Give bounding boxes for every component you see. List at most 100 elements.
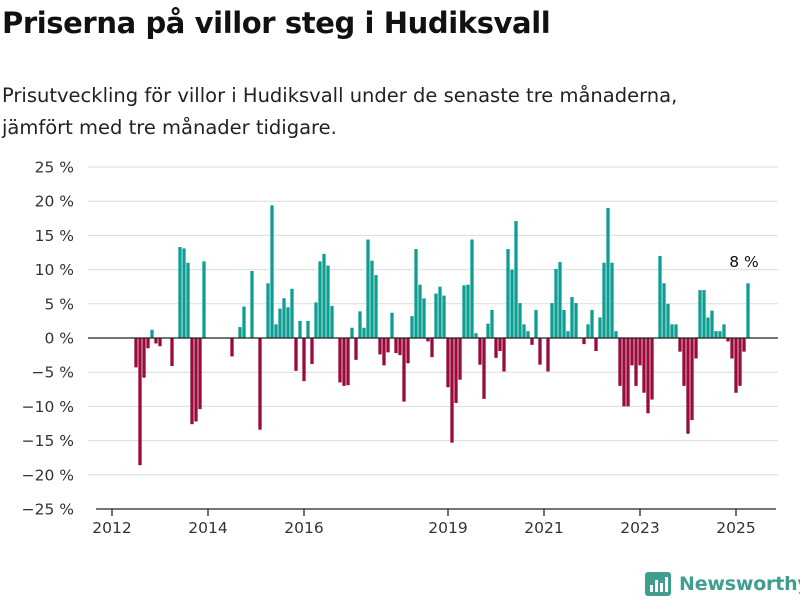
bar: [382, 338, 386, 366]
bar: [290, 288, 294, 338]
bar: [742, 338, 746, 352]
y-tick-label: 0 %: [44, 330, 74, 348]
bar: [402, 338, 406, 402]
bar: [510, 269, 514, 338]
bar: [558, 262, 562, 338]
bar: [370, 260, 374, 338]
bar: [442, 295, 446, 338]
bar: [282, 298, 286, 338]
bar: [546, 338, 550, 372]
bar: [506, 249, 510, 338]
bar: [642, 338, 646, 393]
bar: [270, 205, 274, 338]
bar: [182, 248, 186, 338]
bar: [286, 307, 290, 338]
bar: [306, 320, 310, 338]
bar: [486, 323, 490, 338]
bar: [622, 338, 626, 407]
bar: [322, 253, 326, 338]
bar: [418, 284, 422, 338]
bar: [706, 317, 710, 338]
x-tick-label: 2023: [620, 519, 659, 537]
bar: [614, 331, 618, 338]
bar: [626, 338, 630, 407]
bar: [250, 270, 254, 338]
bar: [474, 333, 478, 338]
y-tick-label: 20 %: [35, 193, 74, 211]
bar: [634, 338, 638, 386]
bar: [302, 338, 306, 382]
bar: [522, 324, 526, 338]
bar: [422, 298, 426, 338]
y-tick-label: −5 %: [31, 364, 74, 382]
bar: [158, 338, 162, 347]
bar: [430, 338, 434, 358]
chart-subtitle-line-2: jämfört med tre månader tidigare.: [2, 116, 337, 139]
axes: [88, 337, 778, 516]
bar: [602, 262, 606, 338]
bar: [462, 285, 466, 338]
bar: [350, 327, 354, 338]
bar: [426, 338, 430, 342]
bar: [538, 338, 542, 365]
bar: [502, 338, 506, 372]
bar: [346, 338, 350, 386]
bar: [326, 265, 330, 338]
bar: [434, 293, 438, 338]
bars: [134, 205, 750, 466]
bar: [534, 309, 538, 338]
bar: [734, 338, 738, 393]
bar: [386, 338, 390, 353]
bar: [150, 329, 154, 338]
bar: [574, 303, 578, 338]
bar: [674, 324, 678, 338]
y-tick-label: 10 %: [35, 261, 74, 279]
x-tick-label: 2021: [524, 519, 563, 537]
y-tick-label: −10 %: [22, 398, 74, 416]
bar: [714, 331, 718, 338]
bar: [242, 306, 246, 338]
bar: [318, 261, 322, 338]
bar: [726, 338, 730, 342]
bar: [722, 324, 726, 338]
bar: [498, 338, 502, 351]
bar: [378, 338, 382, 355]
bar: [366, 239, 370, 338]
bar: [146, 338, 150, 349]
bar: [238, 327, 242, 338]
bar: [730, 338, 734, 359]
x-tick-label: 2019: [428, 519, 467, 537]
bar: [438, 286, 442, 338]
bar: [278, 308, 282, 338]
bar: [154, 338, 158, 344]
bar: [374, 275, 378, 338]
bar: [478, 338, 482, 365]
bar: [398, 338, 402, 356]
bar: [414, 249, 418, 338]
bar: [194, 338, 198, 422]
chart-subtitle: Prisutveckling för villor i Hudiksvall u…: [2, 80, 782, 144]
bar: [190, 338, 194, 425]
bar: [582, 338, 586, 345]
x-tick-label: 2014: [188, 519, 227, 537]
bar: [666, 303, 670, 338]
bar: [466, 284, 470, 338]
bar: [178, 247, 182, 338]
latest-value-annotation: 8 %: [729, 253, 759, 271]
bar: [554, 268, 558, 338]
bar: [590, 309, 594, 338]
bar: [562, 309, 566, 338]
brand-name: Newsworthy: [679, 573, 800, 595]
y-tick-label: −25 %: [22, 501, 74, 519]
bar: [330, 305, 334, 338]
bar: [470, 239, 474, 338]
bar: [298, 320, 302, 338]
y-tick-label: 15 %: [35, 227, 74, 245]
x-tick-label: 2016: [284, 519, 323, 537]
y-tick-label: 5 %: [44, 295, 74, 313]
bar: [630, 338, 634, 366]
bar: [362, 327, 366, 338]
bar: [670, 324, 674, 338]
bar: [310, 338, 314, 364]
bar: [718, 331, 722, 338]
